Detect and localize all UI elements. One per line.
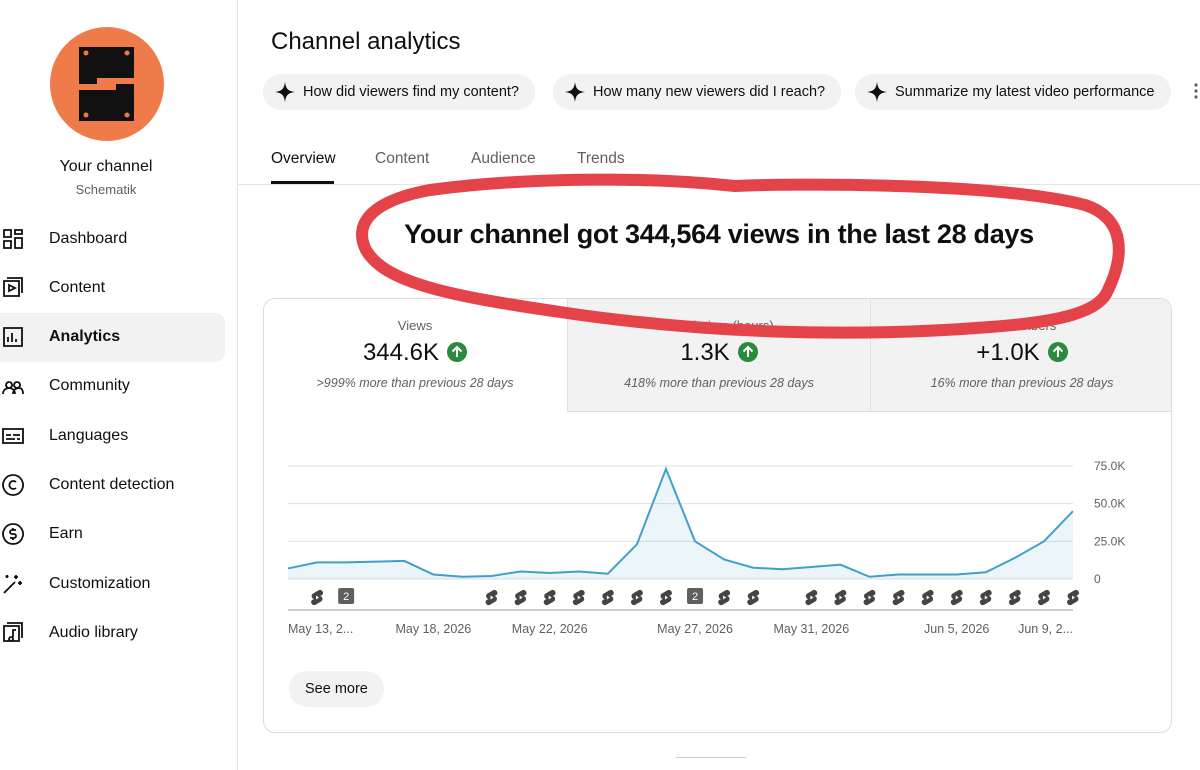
nav-icon-shape: [2, 474, 24, 496]
metric-label: Subscribers: [987, 318, 1057, 333]
see-more-button[interactable]: See more: [289, 671, 384, 707]
nav-label: Languages: [49, 426, 129, 444]
trend-up-icon: [737, 342, 758, 362]
metric-value: +1.0K: [976, 339, 1040, 366]
trend-up-arrow: [451, 345, 463, 357]
nav-icon: [2, 381, 24, 395]
suggestion-chip[interactable]: How many new viewers did I reach?: [553, 74, 842, 110]
metric-tile[interactable]: Views 344.6K >999% more than previous 28 d…: [264, 299, 566, 411]
nav-icon-shape: [2, 523, 24, 546]
metric-change: >999% more than previous 28 days: [316, 376, 514, 390]
nav-label: Dashboard: [49, 229, 128, 247]
sparkle-shape: [565, 82, 585, 102]
metric-label: Watch time (hours): [664, 318, 774, 333]
suggestion-chip[interactable]: How did viewers find my content?: [263, 74, 535, 110]
more-suggestions[interactable]: [1192, 82, 1200, 102]
suggestion-text: Summarize my latest video performance: [895, 84, 1155, 100]
nav-icon: [3, 276, 23, 297]
metric-value: 1.3K: [680, 339, 730, 366]
metric-tile[interactable]: Watch time (hours) 1.3K 418% more than pre…: [567, 299, 870, 412]
suggestion-text: How did viewers find my content?: [303, 84, 519, 100]
channel-avatar[interactable]: [49, 26, 165, 142]
nav-item[interactable]: Dashboard: [0, 214, 225, 263]
nav-item[interactable]: Languages: [0, 411, 225, 460]
headline: Your channel got 344,564 views in the la…: [404, 219, 1034, 249]
metric-tile[interactable]: Subscribers +1.0K 16% more than previous 2…: [870, 299, 1171, 412]
nav-icon: [3, 574, 22, 594]
metric-change: 418% more than previous 28 days: [624, 376, 814, 390]
metric-change: 16% more than previous 28 days: [930, 376, 1114, 390]
tab[interactable]: Content: [375, 150, 430, 167]
nav-icon: [2, 427, 24, 444]
nav-item[interactable]: Community: [0, 362, 225, 411]
tab[interactable]: Overview: [271, 150, 336, 167]
nav-label: Analytics: [49, 328, 121, 346]
channel-title: Your channel: [59, 158, 153, 175]
nav-label: Audio library: [49, 623, 138, 641]
nav-item[interactable]: Analytics: [0, 312, 225, 362]
nav-icon-shape: [3, 574, 22, 594]
trend-up-icon: [1047, 342, 1068, 362]
nav-icon: [3, 621, 23, 642]
suggestion-chip[interactable]: Summarize my latest video performance: [855, 74, 1171, 110]
nav-item[interactable]: Content: [0, 263, 225, 312]
scroll-indicator: [676, 757, 746, 758]
metric-value-row: +1.0K: [871, 339, 1171, 367]
metric-label: Views: [397, 318, 433, 333]
nav-icon-shape: [3, 327, 23, 347]
metric-value-row: 1.3K: [568, 339, 870, 367]
nav-label: Content detection: [49, 476, 175, 493]
tab[interactable]: Trends: [577, 150, 625, 167]
nav-icon: [3, 228, 23, 249]
nav-label: Community: [49, 377, 130, 395]
trend-up-icon: [447, 342, 468, 362]
sparkle-icon: [275, 82, 295, 102]
sparkle-icon: [565, 82, 585, 102]
channel-name: Schematik: [75, 182, 137, 197]
nav-icon-shape: [3, 621, 23, 642]
tab-underline: [271, 181, 334, 184]
suggestion-text: How many new viewers did I reach?: [593, 84, 826, 100]
nav-item[interactable]: Content detection: [0, 461, 225, 510]
divider: [238, 184, 1200, 185]
page-title: Channel analytics: [271, 28, 461, 55]
sparkle-shape: [275, 82, 295, 102]
nav-label: Content: [49, 278, 106, 296]
metric-value-row: 344.6K: [264, 339, 566, 367]
nav-icon-shape: [3, 276, 23, 297]
trend-up-arrow: [742, 345, 753, 357]
nav-icon: [2, 523, 24, 546]
nav-icon-shape: [2, 381, 24, 395]
nav-item[interactable]: Earn: [0, 510, 225, 559]
nav-icon-shape: [3, 228, 23, 249]
nav-icon: [3, 327, 23, 347]
nav-icon-shape: [2, 427, 24, 444]
nav-item[interactable]: Audio library: [0, 608, 225, 657]
analytics-card: Views 344.6K >999% more than previous 28 d…: [263, 298, 1172, 733]
nav-label: Earn: [49, 525, 83, 543]
trend-up-arrow: [1052, 345, 1063, 357]
metric-value: 344.6K: [362, 339, 440, 366]
nav-icon: [2, 474, 24, 496]
nav-item[interactable]: Customization: [0, 559, 225, 608]
sparkle-icon: [867, 82, 887, 102]
nav-label: Customization: [49, 574, 151, 592]
tab[interactable]: Audience: [471, 150, 536, 167]
sidebar: Your channel Schematik Dashboard Content A…: [0, 0, 238, 770]
sparkle-shape: [867, 82, 887, 102]
